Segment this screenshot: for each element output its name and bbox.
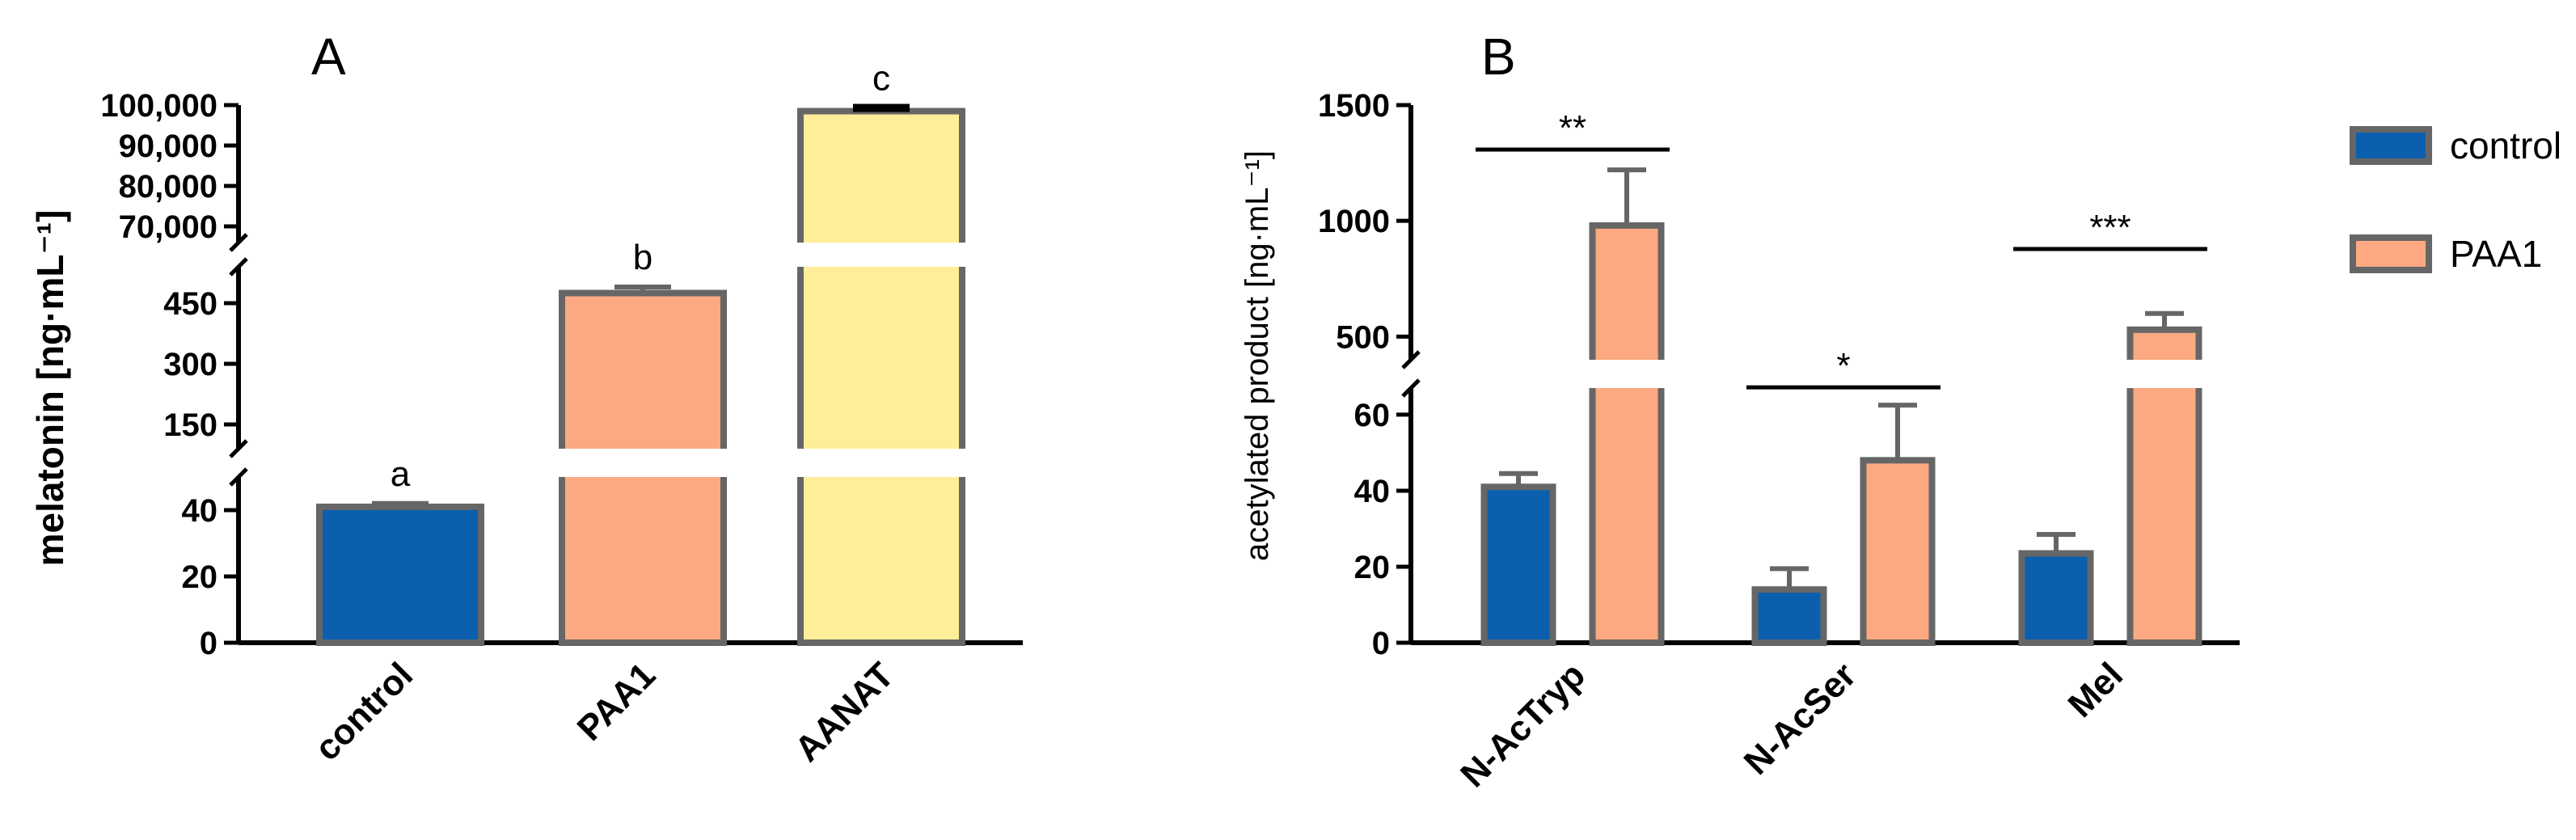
axis-break-mark — [1401, 378, 1421, 398]
panel-a-plot: 0 20 40 150 300 450 70,000 80,000 90,000 100,000 c… — [100, 59, 1023, 770]
panel-a-y-tick-label: 90,000 — [119, 129, 217, 164]
panel-a-y-tick-label: 80,000 — [119, 169, 217, 205]
significance-stars: * — [1836, 346, 1850, 386]
bar-n-actryp-control — [1480, 483, 1556, 647]
axis-break-mark — [1401, 350, 1421, 369]
legend-swatch-paa1 — [2350, 234, 2432, 273]
significance-letter: b — [633, 238, 652, 277]
legend: control PAA1 — [2350, 125, 2561, 275]
panel-a-y-tick-label: 150 — [163, 407, 217, 443]
x-tick-label-paa1: PAA1 — [570, 655, 663, 748]
bar-break-gap — [2125, 360, 2204, 388]
panel-a-y-tick-label: 40 — [182, 493, 218, 529]
bar-n-acser-control — [1751, 586, 1827, 646]
x-tick-label-n-acser: N-AcSer — [1737, 655, 1864, 782]
panel-a-y-tick-label: 300 — [163, 347, 217, 382]
axis-break-mark — [229, 257, 248, 276]
panel-a-y-tick-label: 0 — [200, 626, 217, 661]
x-tick-label-control: control — [307, 655, 420, 768]
legend-label-paa1: PAA1 — [2450, 233, 2542, 275]
x-tick-label-mel: Mel — [2061, 655, 2131, 725]
panel-a-y-tick-label: 70,000 — [119, 209, 217, 245]
axis-break-mark — [229, 467, 248, 487]
panel-b-y-tick-label: 40 — [1354, 474, 1391, 509]
bar-break-gap — [796, 243, 967, 267]
axis-break-mark — [229, 233, 248, 252]
panel-a-label: A — [311, 27, 346, 86]
panel-a-y-tick-label: 20 — [182, 559, 218, 595]
panel-b-y-axis-title: acetylated product [ng·mL⁻¹] — [1239, 150, 1275, 561]
panel-b-label: B — [1481, 27, 1516, 86]
panel-b-y-tick-label: 0 — [1372, 626, 1390, 661]
panel-a: A melatonin [ng·mL⁻¹] 0 20 40 150 300 450 70,0… — [29, 27, 1023, 770]
bar-break-gap — [1587, 360, 1666, 388]
panel-b: B acetylated product [ng·mL⁻¹] 0 20 40 60 50… — [1239, 27, 2561, 795]
significance-stars: ** — [1559, 108, 1586, 148]
panel-b-y-tick-label: 60 — [1354, 398, 1391, 433]
panel-b-y-tick-label: 500 — [1336, 319, 1390, 355]
panel-a-y-tick-label: 450 — [163, 286, 217, 322]
bar-n-actryp-paa1 — [1589, 222, 1665, 646]
legend-swatch-control — [2350, 126, 2432, 165]
panel-a-y-axis-title: melatonin [ng·mL⁻¹] — [29, 210, 71, 567]
significance-letter: a — [391, 454, 411, 494]
panel-b-y-tick-label: 20 — [1354, 550, 1391, 585]
bar-control — [316, 503, 484, 647]
bar-mel-control — [2018, 550, 2094, 647]
x-tick-label-aanat: AANAT — [788, 655, 902, 769]
axis-break-mark — [229, 439, 248, 458]
panel-b-plot: 0 20 40 60 500 1000 1500 N-AcTryp ** N-AcSer * Mel *… — [1318, 88, 2240, 795]
bar-break-gap — [557, 449, 728, 477]
significance-stars: *** — [2089, 208, 2130, 247]
panel-b-y-tick-label: 1000 — [1318, 204, 1390, 239]
significance-letter: c — [872, 59, 890, 99]
panel-a-y-tick-label: 100,000 — [100, 88, 217, 124]
bar-n-acser-paa1 — [1860, 457, 1936, 647]
panel-b-y-tick-label: 1500 — [1318, 88, 1390, 124]
bar-break-gap — [796, 449, 967, 477]
bar-aanat — [797, 108, 965, 646]
legend-label-control: control — [2450, 125, 2561, 167]
x-tick-label-n-actryp: N-AcTryp — [1453, 655, 1593, 795]
